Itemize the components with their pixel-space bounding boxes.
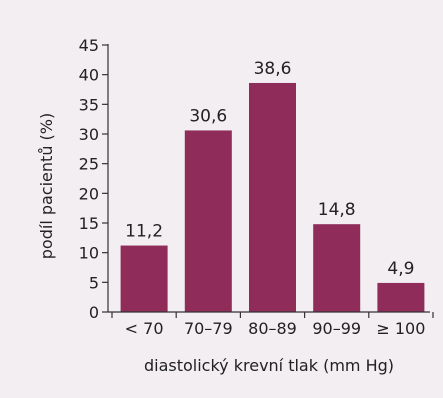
x-tick-label: ≥ 100	[376, 319, 425, 338]
bar	[120, 245, 168, 312]
x-axis: < 70 70–79 80–89 90–99 ≥ 100	[108, 311, 434, 338]
y-tick-label: 15	[79, 214, 99, 233]
y-tick-label: 0	[89, 303, 99, 322]
bar	[377, 282, 425, 312]
bar	[313, 224, 361, 312]
bar-value-label: 38,6	[254, 59, 292, 79]
y-tick-label: 5	[89, 273, 99, 292]
y-tick-label: 35	[79, 95, 99, 114]
bar	[249, 82, 296, 313]
value-labels: 11,2 30,6 38,6 14,8 4,9	[125, 59, 414, 279]
x-axis-title: diastolický krevní tlak (mm Hg)	[144, 356, 394, 375]
bars	[120, 82, 425, 313]
y-axis-title: podíl pacientů (%)	[37, 113, 56, 259]
bar-value-label: 30,6	[189, 106, 227, 126]
y-axis: 0 5 10 15 20 25 30 35 40 45	[79, 36, 109, 322]
x-tick-label: 80–89	[248, 319, 297, 338]
bar	[184, 130, 232, 312]
bar-value-label: 11,2	[125, 222, 163, 242]
y-tick-label: 40	[79, 66, 99, 85]
y-tick-label: 20	[79, 184, 99, 203]
x-tick-label: 70–79	[184, 319, 233, 338]
x-tick-label: < 70	[125, 319, 164, 338]
y-tick-label: 25	[79, 155, 99, 174]
x-tick-label: 90–99	[312, 319, 361, 338]
y-tick-label: 10	[79, 244, 99, 263]
bar-value-label: 4,9	[387, 259, 414, 279]
y-tick-label: 30	[79, 125, 99, 144]
y-tick-label: 45	[79, 36, 99, 55]
bar-value-label: 14,8	[318, 200, 356, 220]
